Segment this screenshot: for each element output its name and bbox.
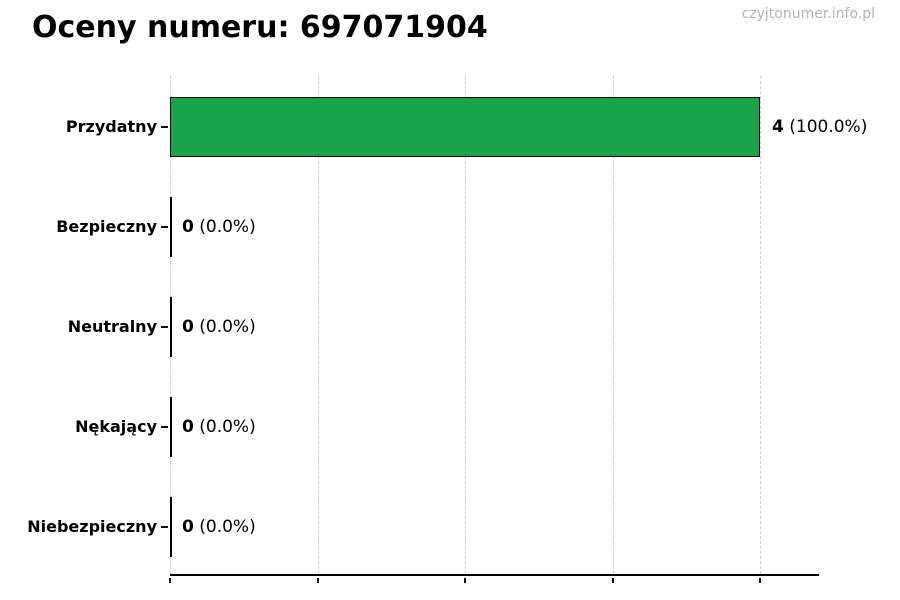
bar-niebezpieczny bbox=[170, 497, 172, 557]
value-count-neutralny: 0 bbox=[182, 317, 194, 337]
y-axis-tick-bezpieczny bbox=[161, 226, 168, 228]
category-label-bezpieczny: Bezpieczny bbox=[56, 217, 157, 236]
value-count-bezpieczny: 0 bbox=[182, 217, 194, 237]
x-axis-tick-4 bbox=[759, 578, 761, 583]
x-axis-tick-1 bbox=[316, 578, 319, 583]
gridline-x-4 bbox=[760, 76, 761, 574]
value-label-przydatny: 4 (100.0%) bbox=[772, 117, 868, 137]
y-axis-tick-przydatny bbox=[161, 126, 168, 128]
y-axis-tick-neutralny bbox=[161, 326, 168, 328]
chart-title: Oceny numeru: 697071904 bbox=[32, 10, 488, 45]
y-axis-tick-nekajacy bbox=[161, 426, 168, 428]
bar-bezpieczny bbox=[170, 197, 172, 257]
x-axis-tick-0 bbox=[169, 578, 171, 583]
gridline-x-2 bbox=[465, 76, 466, 574]
gridline-x-1 bbox=[317, 76, 319, 574]
x-axis-tick-2 bbox=[464, 578, 466, 583]
value-label-neutralny: 0 (0.0%) bbox=[182, 317, 256, 337]
category-label-nekajacy: Nękający bbox=[75, 417, 157, 436]
watermark: czyjtonumer.info.pl bbox=[741, 6, 875, 22]
value-count-przydatny: 4 bbox=[772, 117, 784, 137]
category-label-przydatny: Przydatny bbox=[65, 117, 157, 136]
value-label-niebezpieczny: 0 (0.0%) bbox=[182, 517, 256, 537]
value-count-nekajacy: 0 bbox=[182, 417, 194, 437]
gridline-x-3 bbox=[612, 76, 614, 574]
x-axis-tick-3 bbox=[611, 578, 614, 583]
y-axis-tick-niebezpieczny bbox=[161, 526, 168, 528]
bar-neutralny bbox=[170, 297, 172, 357]
bar-nekajacy bbox=[170, 397, 172, 457]
category-label-niebezpieczny: Niebezpieczny bbox=[27, 517, 157, 536]
value-label-bezpieczny: 0 (0.0%) bbox=[182, 217, 256, 237]
bar-przydatny bbox=[170, 97, 760, 157]
category-label-neutralny: Neutralny bbox=[67, 317, 157, 336]
value-label-nekajacy: 0 (0.0%) bbox=[182, 417, 256, 437]
value-count-niebezpieczny: 0 bbox=[182, 517, 194, 537]
